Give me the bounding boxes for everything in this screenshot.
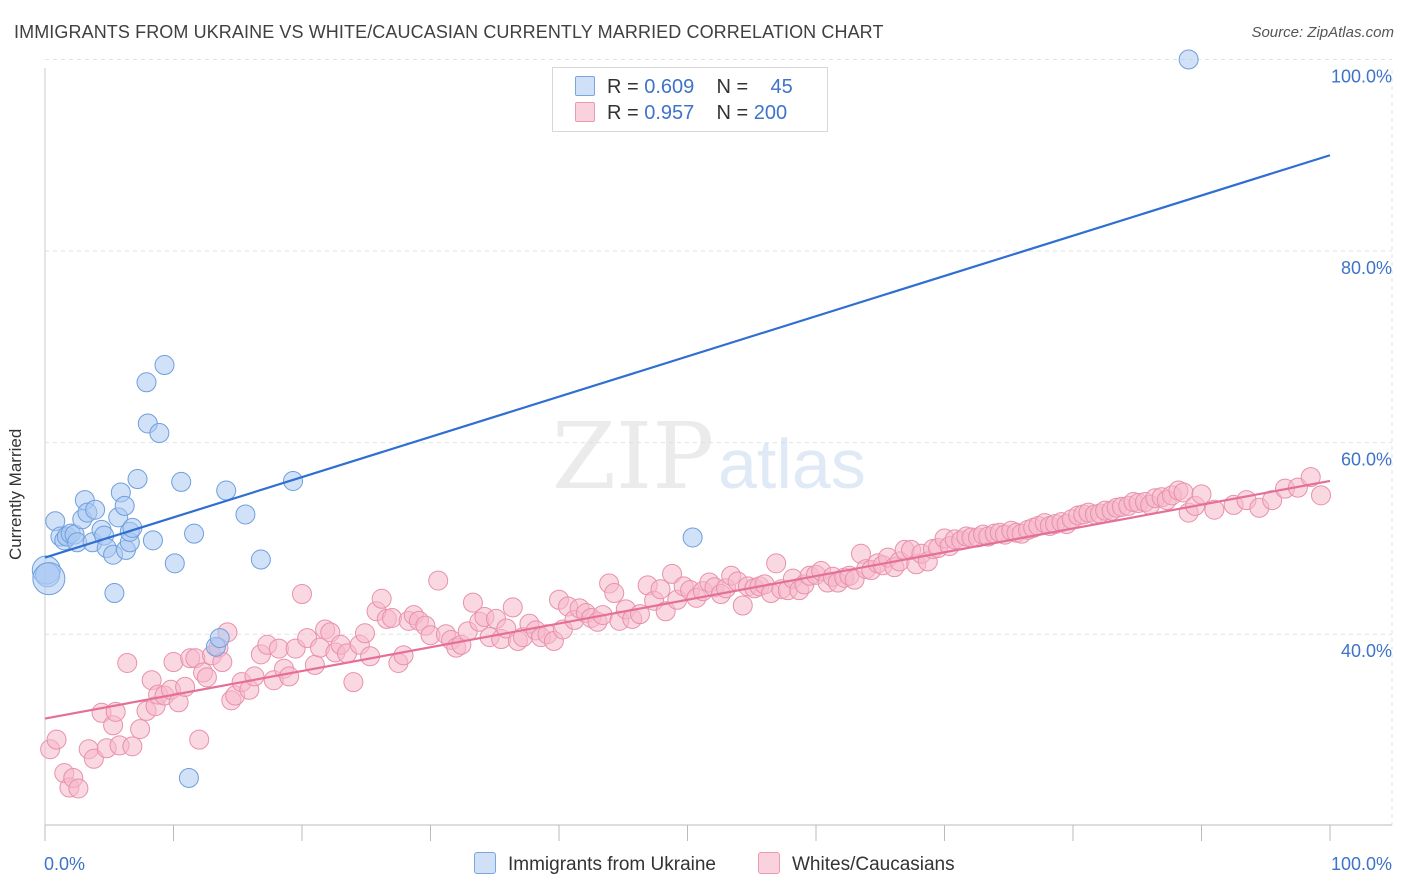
legend-r-label: R = <box>607 102 639 124</box>
whites-point <box>502 597 523 618</box>
whites-point <box>189 729 210 750</box>
whites-point <box>196 667 217 688</box>
whites-point <box>279 666 300 687</box>
legend-bottom-swatch-pink <box>758 852 780 874</box>
whites-caucasians-points <box>40 467 1332 799</box>
whites-point <box>381 607 402 628</box>
ukraine-point <box>32 562 66 596</box>
whites-point <box>428 570 449 591</box>
ukraine-point <box>250 549 271 570</box>
ukraine-point <box>209 628 230 649</box>
ukraine-point <box>1178 49 1199 70</box>
source-label: Source: ZipAtlas.com <box>1251 24 1394 41</box>
x-tick-label-end: 100.0% <box>1331 854 1392 874</box>
legend-r-value-ukraine: 0.609 <box>644 76 695 98</box>
whites-point <box>662 563 683 584</box>
ukraine-point <box>149 423 170 444</box>
legend-r-label: R = <box>607 76 639 98</box>
ukraine-point <box>164 553 185 574</box>
axes <box>44 68 1392 841</box>
whites-point <box>1191 484 1212 505</box>
ukraine-point <box>114 495 135 516</box>
ukraine-point <box>142 530 163 551</box>
whites-point <box>604 583 625 604</box>
chart-title: IMMIGRANTS FROM UKRAINE VS WHITE/CAUCASI… <box>14 22 884 42</box>
ukraine-point <box>682 527 703 548</box>
legend-n-value-whites: 200 <box>753 102 788 124</box>
whites-point <box>1204 499 1225 520</box>
whites-point <box>163 652 184 673</box>
legend-bottom-label-ukraine: Immigrants from Ukraine <box>508 854 716 875</box>
whites-point <box>1311 485 1332 506</box>
legend-swatch-pink <box>575 102 595 122</box>
trend-lines <box>44 154 1331 720</box>
ukraine-point <box>85 499 106 520</box>
legend-row-whites: R = 0.957 N = 200 <box>575 102 787 124</box>
x-tick-label-start: 0.0% <box>44 854 85 874</box>
ukraine-point <box>235 504 256 525</box>
whites-point <box>292 584 312 605</box>
y-tick-label: 100.0% <box>1331 66 1392 86</box>
y-tick-label: 80.0% <box>1341 258 1392 278</box>
whites-point <box>68 778 89 799</box>
whites-point <box>1300 467 1321 488</box>
tick-labels: 40.0% 60.0% 80.0% 100.0% 0.0% 100.0% <box>44 66 1392 874</box>
y-tick-label: 60.0% <box>1341 450 1392 470</box>
legend-n-label: N = <box>716 76 749 98</box>
legend-item-ukraine: Immigrants from Ukraine <box>474 852 716 876</box>
whites-point <box>244 666 265 687</box>
whites-trend-line <box>44 479 1331 720</box>
watermark: ZIP atlas <box>552 403 866 510</box>
legend-swatch-blue <box>575 76 595 96</box>
whites-point <box>766 553 787 574</box>
ukraine-point <box>104 583 125 604</box>
legend-r-value-whites: 0.957 <box>644 102 695 124</box>
legend-n-label: N = <box>716 102 749 124</box>
y-axis-label: Currently Married <box>6 428 25 560</box>
y-tick-label: 40.0% <box>1341 641 1392 661</box>
whites-point <box>462 592 483 613</box>
watermark-atlas: atlas <box>718 425 866 503</box>
whites-point <box>268 638 289 659</box>
whites-point <box>46 729 67 750</box>
ukraine-point <box>127 469 148 490</box>
whites-point <box>354 623 375 644</box>
whites-point <box>304 654 325 675</box>
whites-point <box>122 736 143 757</box>
ukraine-point <box>154 355 175 376</box>
legend-n-value-ukraine: 45 <box>770 76 793 98</box>
whites-point <box>117 652 138 673</box>
ukraine-point <box>216 480 237 501</box>
ukraine-point <box>184 523 205 544</box>
ukraine-point <box>178 767 199 788</box>
legend-bottom-swatch-blue <box>474 852 496 874</box>
whites-point <box>650 579 671 600</box>
whites-point <box>130 719 151 740</box>
legend-item-whites: Whites/Caucasians <box>758 852 955 876</box>
whites-point <box>371 588 392 609</box>
legend-bottom-label-whites: Whites/Caucasians <box>792 854 955 875</box>
legend-row-ukraine: R = 0.609 N = 45 <box>575 76 793 98</box>
ukraine-point <box>171 471 192 492</box>
watermark-zip: ZIP <box>552 403 714 510</box>
correlation-legend: R = 0.609 N = 45 R = 0.957 N = 200 <box>552 67 828 132</box>
grid-lines <box>45 58 1393 825</box>
ukraine-trend-line <box>44 154 1331 559</box>
ukraine-point <box>136 372 157 393</box>
whites-point <box>393 645 414 666</box>
whites-point <box>732 595 753 616</box>
whites-point <box>343 672 364 693</box>
